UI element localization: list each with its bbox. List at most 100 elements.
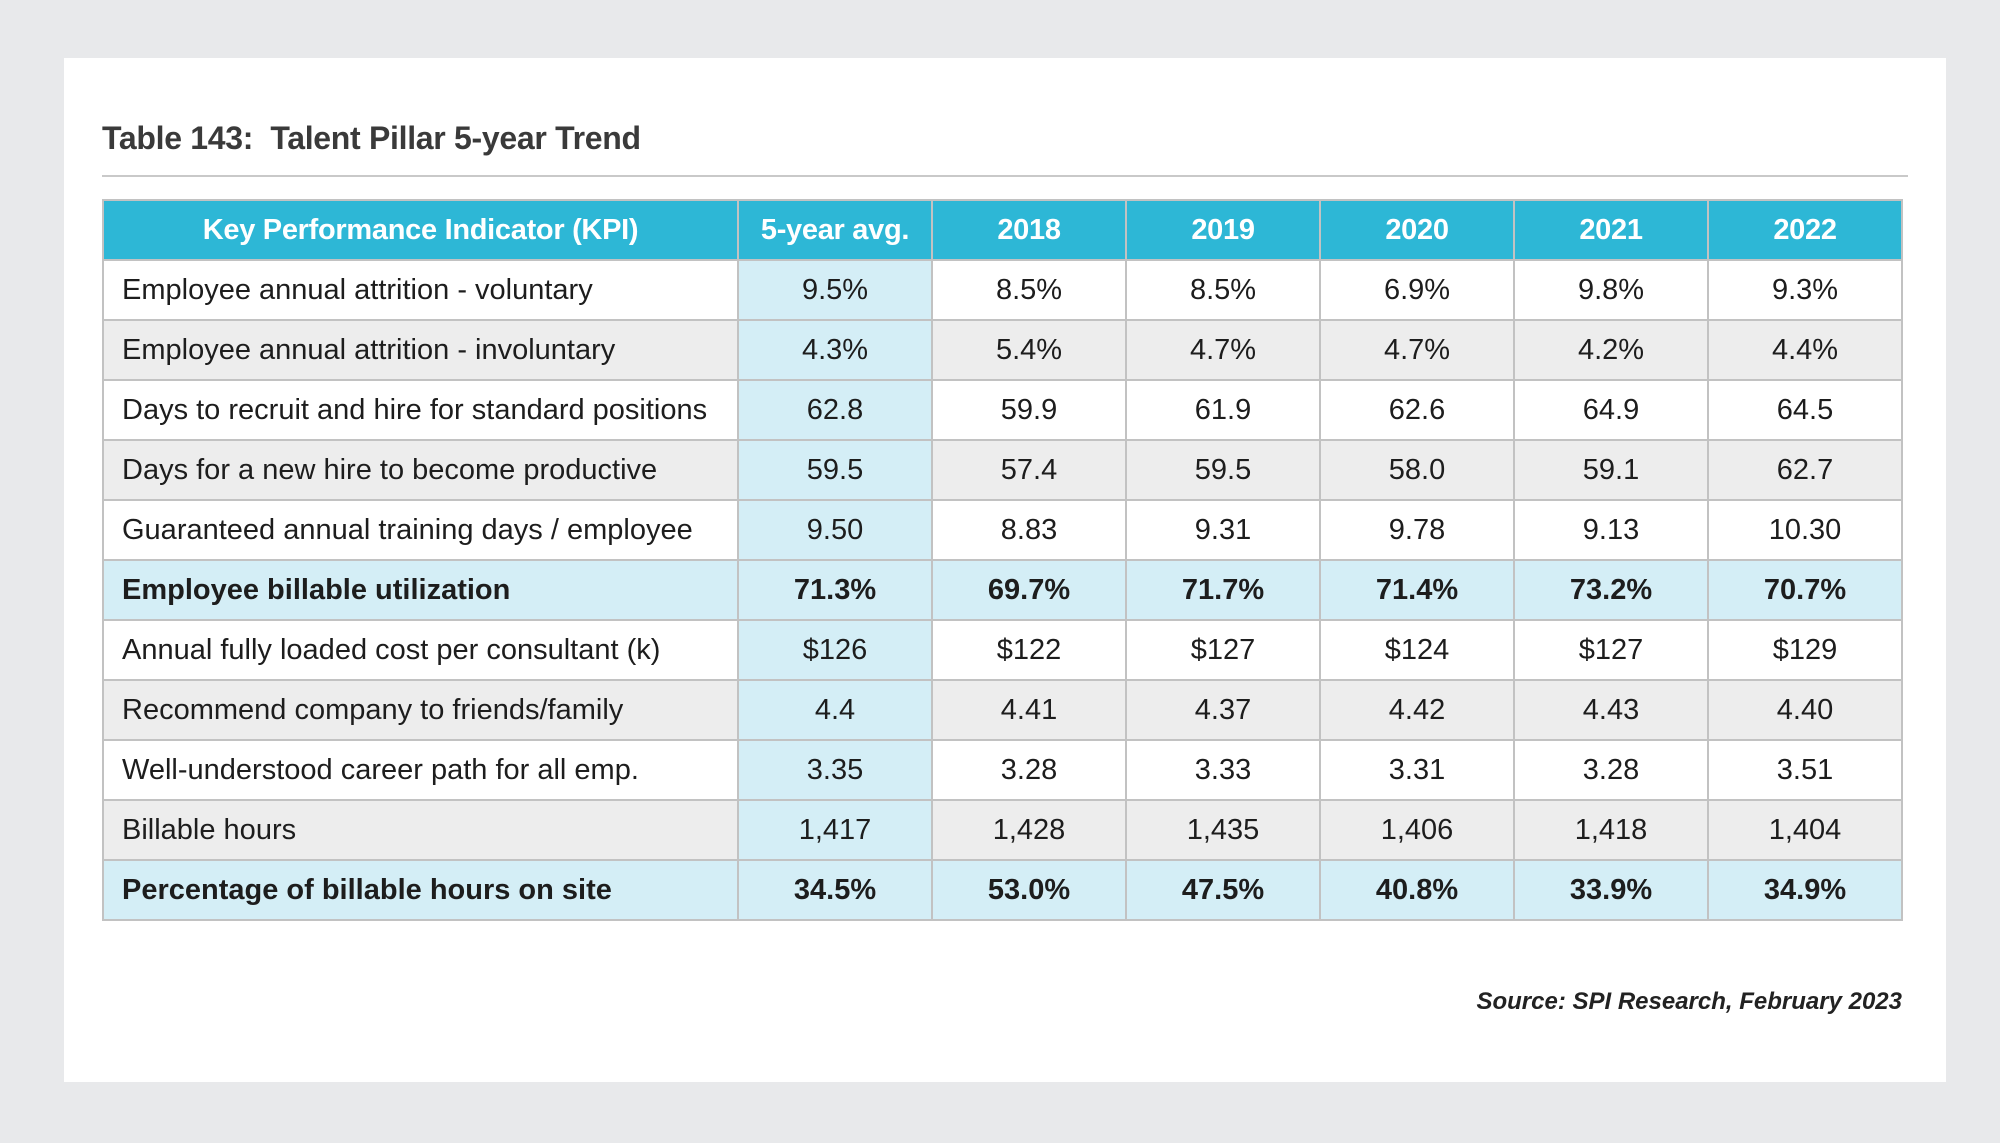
kpi-label: Employee billable utilization [102,559,739,621]
cell-value: 71.4% [1319,559,1515,621]
source-note: Source: SPI Research, February 2023 [1476,988,1902,1015]
cell-value: 1,428 [931,799,1127,861]
cell-5-year-avg: 1,417 [737,799,933,861]
header-2020: 2020 [1319,199,1515,261]
cell-value: 1,418 [1513,799,1709,861]
cell-value: 8.5% [1125,259,1321,321]
header-2018: 2018 [931,199,1127,261]
cell-value: 4.42 [1319,679,1515,741]
cell-value: 4.4% [1707,319,1903,381]
cell-value: 58.0 [1319,439,1515,501]
cell-value: 64.5 [1707,379,1903,441]
kpi-label: Billable hours [102,799,739,861]
table-row: Guaranteed annual training days / employ… [102,499,1903,561]
cell-value: 4.37 [1125,679,1321,741]
cell-value: 1,435 [1125,799,1321,861]
cell-value: 59.9 [931,379,1127,441]
cell-5-year-avg: 59.5 [737,439,933,501]
kpi-label: Employee annual attrition - involuntary [102,319,739,381]
cell-value: 70.7% [1707,559,1903,621]
kpi-label: Recommend company to friends/family [102,679,739,741]
cell-value: $129 [1707,619,1903,681]
cell-value: 5.4% [931,319,1127,381]
cell-value: $122 [931,619,1127,681]
cell-value: 40.8% [1319,859,1515,921]
cell-value: 64.9 [1513,379,1709,441]
cell-value: 8.83 [931,499,1127,561]
cell-value: 9.31 [1125,499,1321,561]
cell-value: 4.2% [1513,319,1709,381]
cell-5-year-avg: 3.35 [737,739,933,801]
cell-value: 3.51 [1707,739,1903,801]
report-card: Table 143: Talent Pillar 5-year Trend Ke… [64,58,1946,1082]
table-row: Days to recruit and hire for standard po… [102,379,1903,441]
cell-value: 3.28 [1513,739,1709,801]
table-row: Employee annual attrition - voluntary 9.5… [102,259,1903,321]
cell-value: 9.8% [1513,259,1709,321]
kpi-label: Employee annual attrition - voluntary [102,259,739,321]
header-2022: 2022 [1707,199,1903,261]
header-2021: 2021 [1513,199,1709,261]
table-row: Billable hours 1,417 1,428 1,435 1,406 1,418 1… [102,799,1903,861]
cell-5-year-avg: 62.8 [737,379,933,441]
cell-value: 61.9 [1125,379,1321,441]
cell-value: 47.5% [1125,859,1321,921]
kpi-label: Days for a new hire to become productive [102,439,739,501]
cell-value: 73.2% [1513,559,1709,621]
cell-value: $127 [1125,619,1321,681]
cell-5-year-avg: $126 [737,619,933,681]
table-row: Recommend company to friends/family 4.4 4.… [102,679,1903,741]
kpi-label: Annual fully loaded cost per consultant … [102,619,739,681]
cell-value: 3.28 [931,739,1127,801]
header-kpi: Key Performance Indicator (KPI) [102,199,739,261]
cell-value: 8.5% [931,259,1127,321]
cell-value: $127 [1513,619,1709,681]
cell-5-year-avg: 4.3% [737,319,933,381]
title-divider [102,175,1908,177]
table-row: Employee billable utilization 71.3% 69.7% 7… [102,559,1903,621]
cell-value: 1,406 [1319,799,1515,861]
cell-5-year-avg: 34.5% [737,859,933,921]
cell-value: 9.3% [1707,259,1903,321]
kpi-label: Guaranteed annual training days / employ… [102,499,739,561]
table-body: Employee annual attrition - voluntary 9.5… [102,259,1903,921]
header-5-year-avg: 5-year avg. [737,199,933,261]
kpi-table: Key Performance Indicator (KPI) 5-year a… [102,199,1903,921]
cell-value: 4.41 [931,679,1127,741]
cell-value: 33.9% [1513,859,1709,921]
cell-5-year-avg: 9.5% [737,259,933,321]
cell-5-year-avg: 4.4 [737,679,933,741]
cell-value: 62.7 [1707,439,1903,501]
cell-value: 59.5 [1125,439,1321,501]
kpi-label: Well-understood career path for all emp. [102,739,739,801]
table-header-row: Key Performance Indicator (KPI) 5-year a… [102,199,1903,261]
kpi-label: Percentage of billable hours on site [102,859,739,921]
table-title: Table 143: Talent Pillar 5-year Trend [102,120,641,156]
table-row: Annual fully loaded cost per consultant … [102,619,1903,681]
cell-value: 34.9% [1707,859,1903,921]
cell-value: 62.6 [1319,379,1515,441]
cell-value: 4.7% [1125,319,1321,381]
cell-value: 10.30 [1707,499,1903,561]
cell-value: 57.4 [931,439,1127,501]
table-row: Percentage of billable hours on site 34.5… [102,859,1903,921]
cell-value: 53.0% [931,859,1127,921]
cell-value: 3.31 [1319,739,1515,801]
cell-value: 9.78 [1319,499,1515,561]
kpi-label: Days to recruit and hire for standard po… [102,379,739,441]
cell-value: 4.40 [1707,679,1903,741]
cell-value: 6.9% [1319,259,1515,321]
cell-value: 71.7% [1125,559,1321,621]
cell-value: 59.1 [1513,439,1709,501]
cell-value: $124 [1319,619,1515,681]
cell-value: 69.7% [931,559,1127,621]
header-2019: 2019 [1125,199,1321,261]
table-row: Well-understood career path for all emp.… [102,739,1903,801]
cell-value: 9.13 [1513,499,1709,561]
table-row: Days for a new hire to become productive… [102,439,1903,501]
cell-value: 4.43 [1513,679,1709,741]
table-row: Employee annual attrition - involuntary 4… [102,319,1903,381]
cell-value: 4.7% [1319,319,1515,381]
cell-value: 1,404 [1707,799,1903,861]
cell-5-year-avg: 9.50 [737,499,933,561]
